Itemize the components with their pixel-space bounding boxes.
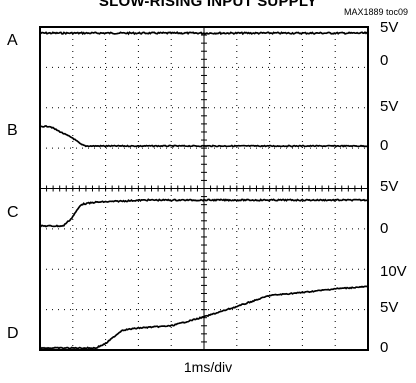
channel-label-d: D [7, 325, 19, 342]
tick-label-d-0: 0 [380, 339, 389, 356]
tick-label-a-0: 0 [380, 52, 389, 69]
channel-label-b: B [7, 122, 18, 139]
channel-label-a: A [7, 32, 18, 49]
figure-code: MAX1889 toc09 [343, 7, 408, 17]
tick-label-c-5v: 5V [380, 178, 399, 195]
tick-label-d-5v: 5V [380, 299, 399, 316]
trace-channel-c [39, 198, 369, 228]
x-axis-label: 1ms/div [183, 359, 233, 375]
tick-label-a-5v: 5V [380, 19, 399, 36]
trace-group [39, 31, 369, 350]
plot-frame [39, 26, 369, 351]
tick-label-c-0: 0 [380, 220, 389, 237]
tick-label-b-5v: 5V [380, 98, 399, 115]
trace-channel-b [39, 124, 369, 148]
scope-grid [40, 27, 368, 350]
chart-title: SLOW-RISING INPUT SUPPLY [98, 0, 318, 10]
channel-label-c: C [7, 204, 19, 221]
tick-label-b-0: 0 [380, 137, 389, 154]
tick-label-d-10v: 10V [380, 263, 407, 280]
trace-channel-d [39, 285, 369, 350]
trace-channel-a [39, 31, 368, 36]
